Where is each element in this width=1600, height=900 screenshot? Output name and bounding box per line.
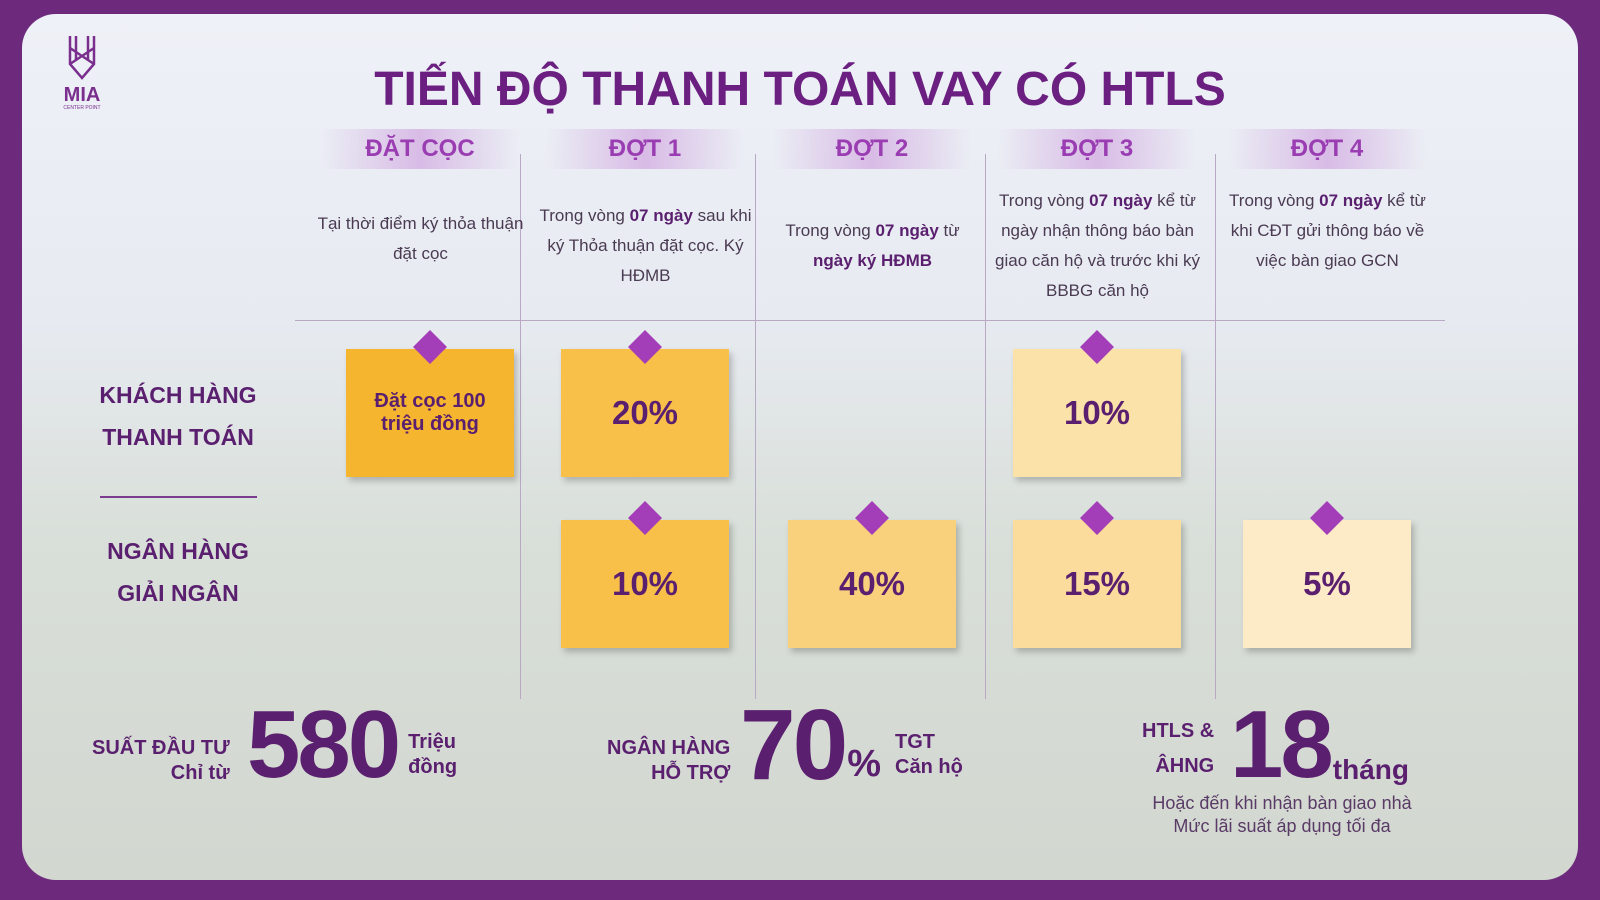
payment-cell: 10% bbox=[1013, 349, 1181, 477]
stat-number-group: 18 tháng bbox=[1230, 690, 1409, 800]
stat-label-line: ÂHNG bbox=[1155, 755, 1215, 777]
footnote: Hoặc đến khi nhận bàn giao nhà Mức lãi su… bbox=[1117, 792, 1447, 838]
payment-cell: 40% bbox=[788, 520, 956, 648]
column-description: Trong vòng 07 ngày từ ngày ký HĐMB bbox=[765, 216, 980, 276]
row-label-line: KHÁCH HÀNG bbox=[99, 382, 257, 408]
stat-label-line: HỖ TRỢ bbox=[651, 762, 731, 784]
payment-cell: 20% bbox=[561, 349, 729, 477]
description-text: Trong vòng bbox=[785, 221, 876, 240]
title: TIẾN ĐỘ THANH TOÁN VAY CÓ HTLS bbox=[374, 63, 1226, 116]
description-text: Trong vòng bbox=[539, 206, 630, 225]
divider bbox=[295, 320, 1445, 321]
column-header: ĐỢT 2 bbox=[772, 129, 972, 169]
panel: MIA CENTER POINT TIẾN ĐỘ THANH TOÁN VAY … bbox=[22, 14, 1578, 880]
column-header: ĐỢT 3 bbox=[997, 129, 1197, 169]
description-text: 07 ngày bbox=[875, 221, 939, 240]
stat-label-line: SUẤT ĐẦU TƯ bbox=[92, 737, 230, 759]
stat-unit-line: đồng bbox=[408, 756, 458, 778]
stat-number: 70 bbox=[740, 689, 848, 801]
stat-number-group: 70% TGT Căn hộ bbox=[740, 690, 963, 800]
stat-unit-line: Triệu bbox=[408, 731, 456, 753]
column-description: Trong vòng 07 ngày kể từ ngày nhận thông… bbox=[990, 186, 1205, 306]
logo-tagline: CENTER POINT bbox=[63, 105, 101, 111]
row-label: KHÁCH HÀNG THANH TOÁN bbox=[78, 374, 278, 458]
stat-number: 580 bbox=[247, 691, 401, 798]
footnote-line: Hoặc đến khi nhận bàn giao nhà bbox=[1152, 793, 1412, 813]
column-divider bbox=[985, 154, 986, 699]
stat-label-line: HTLS & bbox=[1142, 720, 1215, 742]
column-divider bbox=[1215, 154, 1216, 699]
column-description: Trong vòng 07 ngày sau khi ký Thỏa thuận… bbox=[538, 201, 753, 291]
description-text: 07 ngày bbox=[1319, 191, 1383, 210]
stat-label: SUẤT ĐẦU TƯ Chỉ từ bbox=[92, 736, 230, 786]
column-description: Trong vòng 07 ngày kể từ khi CĐT gửi thô… bbox=[1220, 186, 1435, 276]
stat-unit: Triệu đồng bbox=[408, 730, 457, 780]
column-divider bbox=[520, 154, 521, 699]
column-header: ĐỢT 1 bbox=[545, 129, 745, 169]
row-label: NGÂN HÀNG GIẢI NGÂN bbox=[78, 530, 278, 614]
stat-unit-line: Căn hộ bbox=[895, 756, 963, 778]
stat-label: HTLS & ÂHNG bbox=[1142, 714, 1214, 784]
column-header: ĐẶT CỌC bbox=[320, 129, 520, 169]
stat-label-line: NGÂN HÀNG bbox=[607, 737, 731, 759]
footnote-line: Mức lãi suất áp dụng tối đa bbox=[1173, 816, 1391, 836]
logo: MIA CENTER POINT bbox=[52, 34, 112, 111]
stat-suffix: tháng bbox=[1332, 754, 1409, 785]
description-text: Tại thời điểm ký thỏa thuận đặt cọc bbox=[317, 214, 524, 263]
row-label-line: GIẢI NGÂN bbox=[117, 580, 239, 606]
description-text: Trong vòng bbox=[999, 191, 1090, 210]
logo-name: MIA bbox=[63, 84, 101, 106]
payment-cell: 10% bbox=[561, 520, 729, 648]
description-text: từ bbox=[938, 221, 960, 240]
description-text: Trong vòng bbox=[1229, 191, 1320, 210]
stat-suffix: % bbox=[847, 743, 882, 785]
description-text: ngày ký HĐMB bbox=[812, 251, 933, 270]
description-text: sau khi ký Thỏa thuận đặt cọc. Ký HĐMB bbox=[547, 206, 752, 285]
column-divider bbox=[755, 154, 756, 699]
description-text: 07 ngày bbox=[629, 206, 693, 225]
description-text: kể từ ngày nhận thông báo bàn giao căn h… bbox=[995, 191, 1200, 300]
description-text: kể từ khi CĐT gửi thông báo về việc bàn … bbox=[1230, 191, 1426, 270]
column-description: Tại thời điểm ký thỏa thuận đặt cọc bbox=[313, 209, 528, 269]
stat-number-group: 580 Triệu đồng bbox=[247, 690, 457, 800]
payment-cell: 5% bbox=[1243, 520, 1411, 648]
stat-number: 18 bbox=[1230, 691, 1334, 798]
payment-cell: 15% bbox=[1013, 520, 1181, 648]
row-divider bbox=[100, 496, 257, 498]
row-label-line: THANH TOÁN bbox=[102, 424, 254, 450]
row-label-line: NGÂN HÀNG bbox=[107, 538, 249, 564]
stat-label-line: Chỉ từ bbox=[170, 762, 230, 784]
stat-label: NGÂN HÀNG HỖ TRỢ bbox=[607, 736, 730, 786]
payment-cell: Đặt cọc 100 triệu đồng bbox=[346, 349, 514, 477]
stat-unit: TGT Căn hộ bbox=[895, 730, 963, 780]
column-header: ĐỢT 4 bbox=[1227, 129, 1427, 169]
stat-unit-line: TGT bbox=[895, 731, 936, 753]
logo-mark bbox=[68, 36, 96, 80]
description-text: 07 ngày bbox=[1089, 191, 1153, 210]
